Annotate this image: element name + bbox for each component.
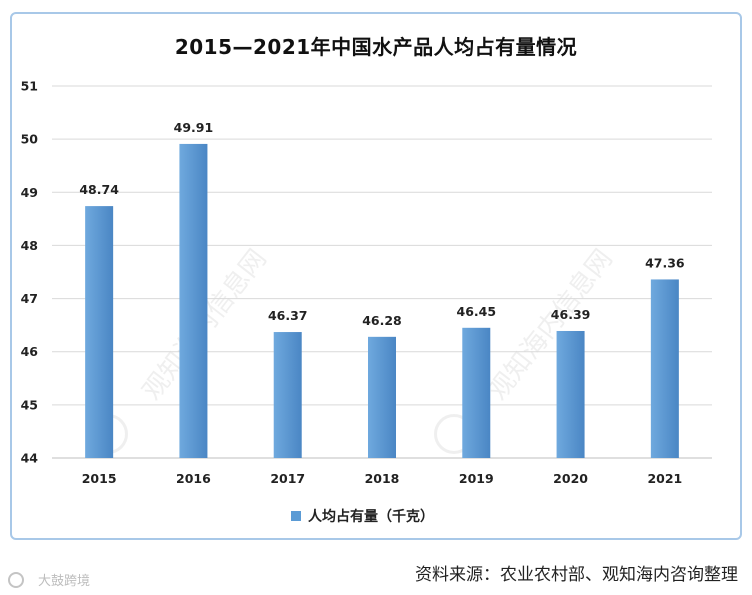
x-tick-label: 2020 bbox=[553, 471, 588, 486]
legend: 人均占有量（千克） bbox=[291, 506, 434, 526]
bar-2021 bbox=[650, 279, 679, 458]
legend-label: 人均占有量（千克） bbox=[308, 509, 434, 525]
legend-swatch bbox=[291, 511, 301, 521]
x-tick-label: 2015 bbox=[82, 471, 117, 486]
watermark-logo-icon bbox=[8, 571, 24, 588]
labels: 44 45 46 47 48 49 50 51 48.74 2015 49.91 2016 46.37 2… bbox=[21, 79, 685, 487]
x-tick-label: 2021 bbox=[647, 471, 682, 486]
y-tick-label: 51 bbox=[21, 79, 38, 94]
y-tick-label: 50 bbox=[21, 132, 39, 147]
y-tick-label: 48 bbox=[21, 238, 38, 253]
bar-2020 bbox=[556, 330, 585, 458]
data-label: 46.28 bbox=[362, 313, 402, 328]
data-label: 46.37 bbox=[268, 308, 308, 323]
x-tick-label: 2018 bbox=[365, 471, 400, 486]
data-label: 46.45 bbox=[457, 304, 497, 319]
y-tick-label: 49 bbox=[21, 185, 38, 200]
bar-2019 bbox=[462, 327, 491, 458]
x-tick-label: 2019 bbox=[459, 471, 494, 486]
source-note: 资料来源：农业农村部、观知海内咨询整理 bbox=[415, 565, 738, 585]
data-label: 49.91 bbox=[174, 120, 214, 135]
bar-2015 bbox=[85, 206, 114, 458]
chart-title: 2015—2021年中国水产品人均占有量情况 bbox=[174, 35, 578, 59]
data-label: 48.74 bbox=[79, 182, 119, 197]
data-label: 47.36 bbox=[645, 255, 685, 270]
y-tick-label: 45 bbox=[21, 397, 38, 412]
y-tick-label: 47 bbox=[21, 291, 38, 306]
data-label: 46.39 bbox=[551, 307, 591, 322]
bar-2016 bbox=[179, 143, 208, 458]
corner-watermark-text: 大鼓跨境 bbox=[38, 574, 91, 589]
x-tick-label: 2016 bbox=[176, 471, 211, 486]
bar-2018 bbox=[368, 336, 396, 458]
bar-2017 bbox=[273, 332, 302, 458]
y-tick-label: 44 bbox=[21, 451, 39, 466]
x-tick-label: 2017 bbox=[270, 471, 305, 486]
corner-watermark: 大鼓跨境 bbox=[8, 570, 90, 589]
bars bbox=[85, 143, 679, 458]
y-tick-label: 46 bbox=[21, 344, 39, 359]
